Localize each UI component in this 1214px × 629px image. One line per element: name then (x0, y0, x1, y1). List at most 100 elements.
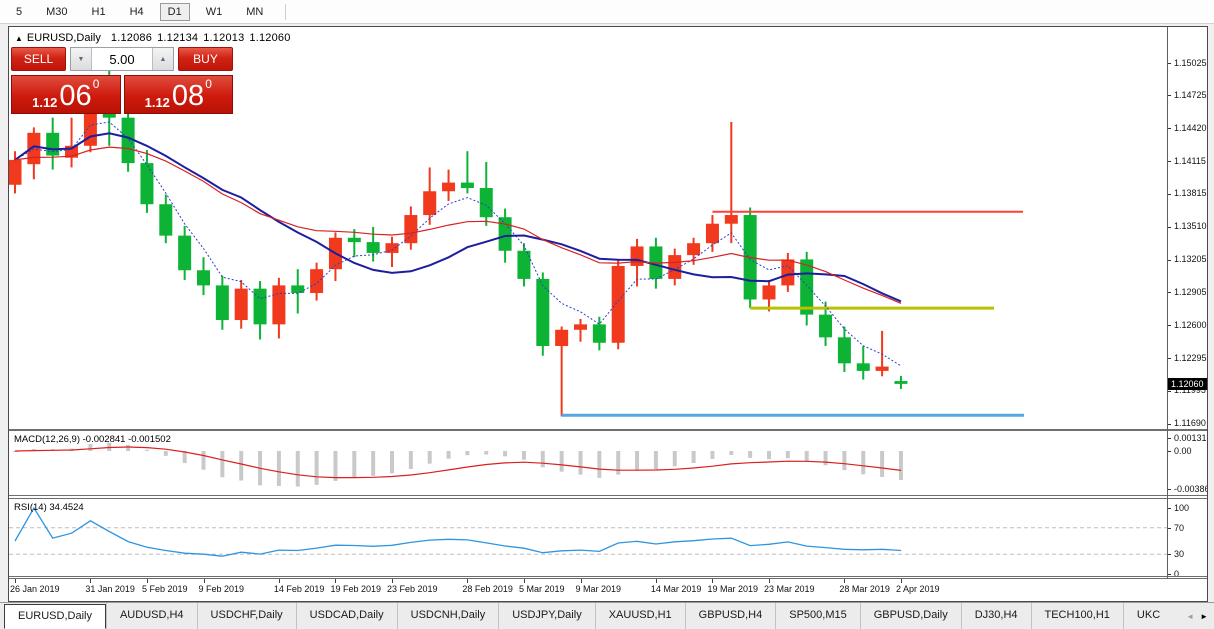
chart-header: ▲ EURUSD,Daily 1.12086 1.12134 1.12013 1.12… (15, 32, 296, 44)
chart-tab-xauusd-h1[interactable]: XAUUSD,H1 (594, 603, 685, 629)
chart-tab-ukc[interactable]: UKC (1122, 603, 1173, 629)
price-axis-tick (1167, 63, 1171, 64)
chart-tab-usdchf-daily[interactable]: USDCHF,Daily (196, 603, 296, 629)
date-label: 31 Jan 2019 (85, 584, 135, 594)
macd-axis-label: -0.003862 (1174, 484, 1207, 495)
hlines-layer[interactable] (561, 210, 1024, 417)
rsi-canvas[interactable] (9, 499, 1167, 576)
chart-tab-bar: EURUSD,Daily AUDUSD,H4 USDCHF,Daily USDCAD,… (0, 602, 1214, 629)
price-axis-label: 1.14420 (1174, 122, 1207, 133)
date-label: 5 Mar 2019 (518, 584, 565, 594)
ma-line-ema21 (14, 146, 902, 304)
chart-tab-gbpusd-h4[interactable]: GBPUSD,H4 (684, 603, 776, 629)
chart-tab-eurusd-daily[interactable]: EURUSD,Daily (4, 604, 106, 629)
date-label: 19 Mar 2019 (707, 584, 758, 594)
ma-line-ema4 (14, 121, 902, 367)
sell-button[interactable]: SELL (11, 47, 66, 71)
rsi-pane[interactable]: RSI(14) 34.4524 100 70 30 0 (9, 499, 1207, 576)
chart-tab-gbpusd-daily[interactable]: GBPUSD,Daily (859, 603, 961, 629)
timeframe-button-mn[interactable]: MN (246, 5, 264, 18)
timeframe-button-h1[interactable]: H1 (91, 5, 106, 18)
rsi-axis-label: 70 (1174, 522, 1185, 533)
buy-price-button[interactable]: 1.12 08 0 (123, 75, 233, 114)
chart-tab-usdcnh-daily[interactable]: USDCNH,Daily (396, 603, 499, 629)
timeframe-button-5[interactable]: 5 (16, 5, 23, 18)
macd-name: MACD(12,26,9) (14, 434, 80, 445)
rsi-value: 34.4524 (49, 502, 84, 513)
price-axis-tick (1167, 226, 1171, 228)
rsi-axis-tick (1167, 527, 1171, 529)
pane-splitter-macd[interactable] (9, 429, 1207, 431)
tab-scroll-right-icon[interactable]: ► (1200, 611, 1208, 621)
chart-tab-sp500-m15[interactable]: SP500,M15 (775, 603, 859, 629)
chart-tab-audusd-h4[interactable]: AUDUSD,H4 (105, 603, 197, 629)
chart-title: EURUSD,Daily (26, 32, 101, 44)
macd-axis-tick (1167, 438, 1171, 440)
volume-increase-icon[interactable]: ▲ (152, 48, 173, 70)
date-tick (467, 579, 469, 583)
timeframe-button-h4[interactable]: H4 (129, 5, 144, 18)
rsi-label: RSI(14) 34.4524 (14, 502, 84, 513)
macd-pane[interactable]: MACD(12,26,9) -0.002841 -0.001502 0.0013… (9, 431, 1207, 495)
price-axis-label: 1.13815 (1174, 188, 1207, 199)
date-tick (203, 579, 205, 583)
main-chart-pane[interactable]: ▲ EURUSD,Daily 1.12086 1.12134 1.12013 1.12… (9, 27, 1207, 429)
date-label: 9 Feb 2019 (198, 584, 245, 594)
toolbar-divider (285, 3, 287, 20)
high-value: 1.12134 (157, 32, 199, 44)
date-label: 26 Jan 2019 (10, 584, 60, 594)
collapse-panel-icon[interactable]: ▲ (15, 33, 23, 43)
axis-divider-line (1167, 27, 1168, 579)
macd-canvas[interactable] (9, 431, 1167, 495)
pane-splitter-dates (9, 576, 1207, 579)
date-tick (15, 579, 16, 583)
candles-layer (9, 63, 908, 417)
chart-tab-usdcad-daily[interactable]: USDCAD,Daily (295, 603, 397, 629)
chart-tab-dj30-h4[interactable]: DJ30,H4 (960, 603, 1031, 629)
volume-decrease-icon[interactable]: ▼ (71, 48, 92, 70)
price-axis-label: 1.12295 (1174, 352, 1207, 363)
price-axis-tick (1167, 325, 1171, 327)
price-axis-tick (1167, 95, 1171, 97)
volume-input[interactable] (92, 48, 152, 70)
timeframe-button-w1[interactable]: W1 (205, 5, 223, 18)
chart-tab-usdjpy-daily[interactable]: USDJPY,Daily (498, 603, 595, 629)
buy-price-prefix: 1.12 (144, 95, 170, 110)
pane-splitter-rsi[interactable] (9, 495, 1207, 499)
price-axis-tick (1167, 292, 1171, 294)
one-click-trade-panel: SELL ▼ ▲ BUY 1.12 06 0 1.12 08 0 (11, 47, 233, 114)
price-axis-label: 1.12905 (1174, 286, 1207, 297)
main-chart-canvas[interactable] (9, 27, 1167, 429)
timeframe-button-d1[interactable]: D1 (159, 2, 190, 21)
low-value: 1.12013 (203, 32, 245, 44)
date-tick (580, 579, 582, 583)
buy-button[interactable]: BUY (178, 47, 233, 71)
open-value: 1.12086 (110, 32, 153, 44)
date-tick (278, 579, 280, 583)
buy-price-big: 08 (171, 80, 205, 112)
timeframe-button-m30[interactable]: M30 (46, 5, 68, 18)
date-label: 28 Mar 2019 (839, 584, 890, 594)
date-tick (392, 579, 393, 583)
macd-axis-tick (1167, 451, 1171, 452)
rsi-axis-label: 100 (1174, 503, 1190, 513)
date-label: 23 Mar 2019 (764, 584, 815, 594)
volume-spinner: ▼ ▲ (70, 47, 174, 71)
date-tick (90, 579, 92, 583)
price-axis-tick (1167, 128, 1171, 130)
rsi-name: RSI(14) (14, 502, 47, 513)
price-axis-tick (1167, 259, 1171, 261)
price-axis-tick (1167, 161, 1171, 163)
date-label: 14 Feb 2019 (273, 584, 325, 594)
date-label: 9 Mar 2019 (575, 584, 622, 594)
price-axis-label: 1.12600 (1174, 319, 1207, 330)
price-axis-tick (1167, 390, 1171, 392)
price-axis-label: 1.11690 (1174, 418, 1206, 429)
macd-axis-label: 0.00 (1174, 446, 1192, 456)
tab-scroll-left-icon[interactable]: ◄ (1186, 611, 1195, 621)
rsi-axis-tick (1167, 574, 1171, 575)
date-tick (900, 579, 902, 583)
sell-price-button[interactable]: 1.12 06 0 (11, 75, 121, 114)
chart-tab-tech100-h1[interactable]: TECH100,H1 (1030, 603, 1123, 629)
price-axis-tick (1167, 358, 1171, 360)
